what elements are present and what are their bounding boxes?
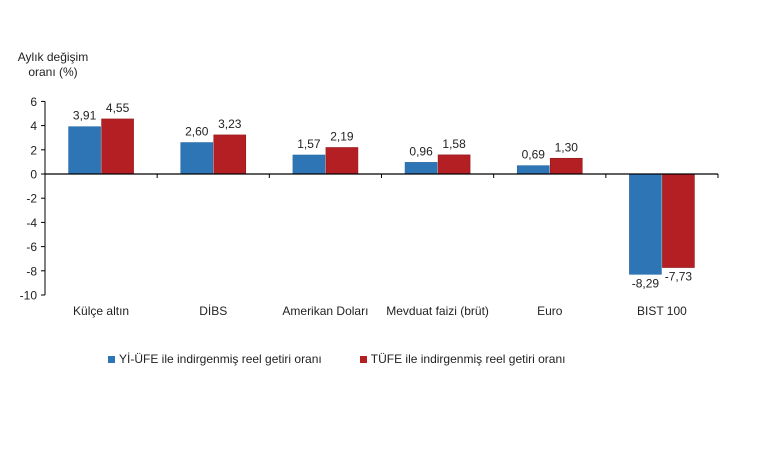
y-tick-label: -4: [26, 216, 37, 230]
bar: [292, 154, 326, 175]
bar: [325, 147, 359, 175]
data-label: 3,23: [218, 117, 242, 131]
data-label: 1,30: [555, 140, 579, 154]
y-tick-label: 4: [30, 119, 37, 133]
bar: [549, 157, 583, 175]
x-category-label: BIST 100: [637, 304, 687, 318]
bar: [437, 154, 471, 175]
x-category-label: Amerikan Doları: [282, 304, 368, 318]
bar: [404, 162, 438, 175]
bar: [213, 134, 247, 175]
y-axis-title-line-1: Aylık değişim: [17, 50, 89, 64]
x-category-label: Mevduat faizi (brüt): [386, 304, 489, 318]
legend-item-tufe: TÜFE ile indirgenmiş reel getiri oranı: [359, 352, 566, 366]
x-category-label: DİBS: [199, 304, 227, 318]
data-label: 2,19: [330, 130, 354, 144]
legend-swatch-blue: [108, 355, 115, 363]
y-tick-label: -6: [26, 240, 37, 254]
bar: [180, 142, 214, 175]
legend: Yİ-ÜFE ile indirgenmiş reel getiri oranı…: [108, 352, 566, 366]
bar: [68, 126, 101, 175]
bar: [516, 165, 550, 175]
y-axis-title: Aylık değişim oranı (%): [4, 50, 102, 80]
legend-label-tufe: TÜFE ile indirgenmiş reel getiri oranı: [370, 352, 566, 366]
y-tick-label: 2: [30, 143, 37, 157]
legend-label-yi-ufe: Yİ-ÜFE ile indirgenmiş reel getiri oranı: [119, 352, 322, 366]
y-tick-label: -8: [26, 264, 37, 278]
data-label: -8,29: [632, 276, 660, 290]
data-label: 1,57: [297, 137, 321, 151]
x-category-label: Külçe altın: [73, 304, 129, 318]
data-label: -7,73: [665, 270, 693, 284]
y-tick-label: -10: [20, 289, 38, 303]
legend-swatch-red: [359, 355, 367, 363]
data-label: 0,96: [409, 144, 433, 158]
legend-item-yi-ufe: Yİ-ÜFE ile indirgenmiş reel getiri oranı: [108, 352, 322, 366]
y-tick-label: 6: [30, 95, 37, 109]
y-tick-label: -2: [26, 192, 37, 206]
data-label: 1,58: [442, 137, 466, 151]
y-axis-title-line-2: oranı (%): [28, 65, 78, 79]
data-label: 2,60: [185, 125, 209, 139]
data-label: 4,55: [106, 101, 130, 115]
x-category-label: Euro: [537, 304, 563, 318]
data-label: 0,69: [522, 148, 546, 162]
y-tick-label: 0: [30, 168, 37, 182]
data-label: 3,91: [73, 109, 97, 123]
bar: [662, 173, 695, 268]
bar: [629, 173, 662, 275]
bar: [101, 118, 134, 175]
